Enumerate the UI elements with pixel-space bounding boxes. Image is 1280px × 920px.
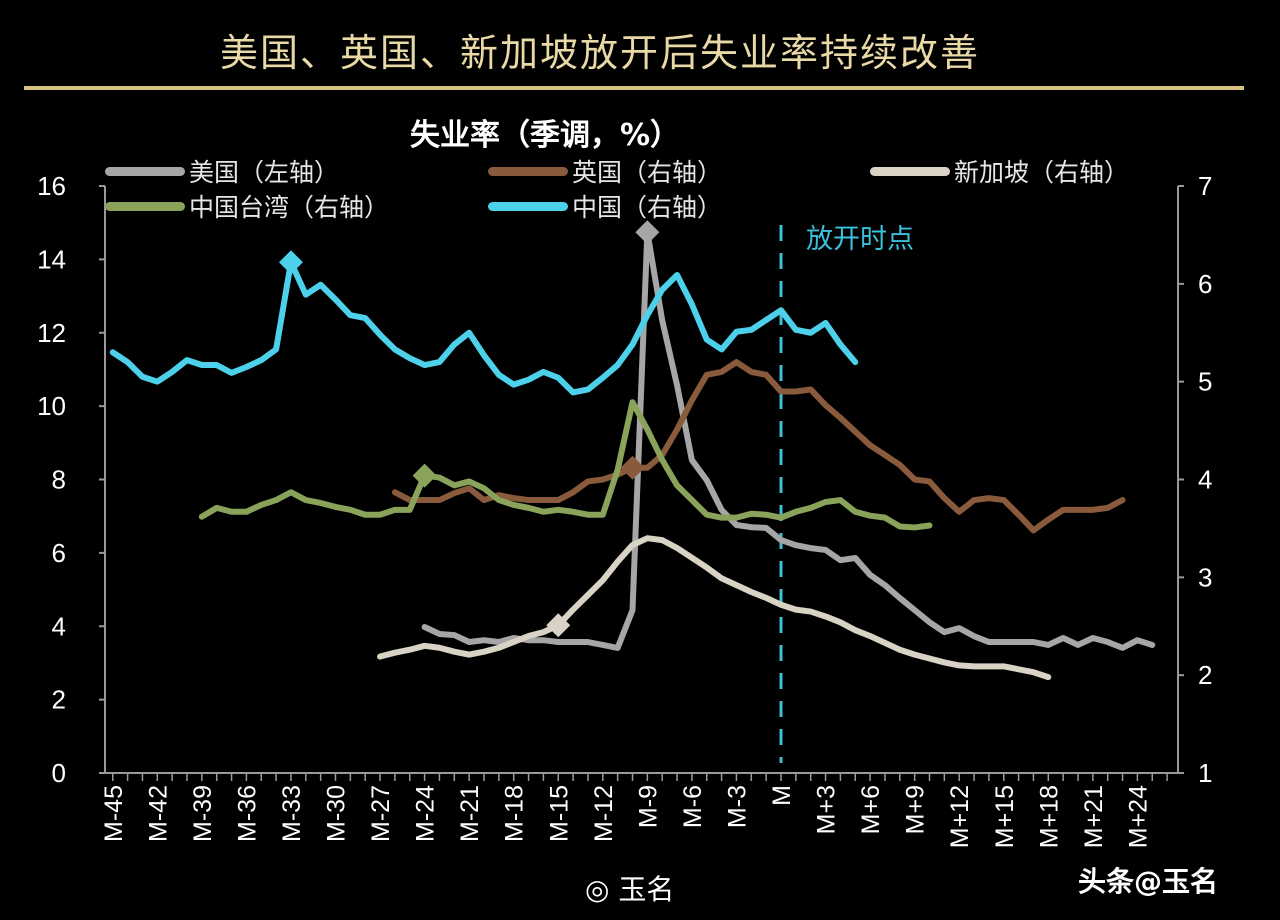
diamond-marker-china — [278, 250, 303, 275]
y-left-tick-label: 6 — [52, 538, 66, 568]
legend-swatch — [870, 166, 950, 176]
x-tick-label: M+18 — [1035, 785, 1063, 848]
legend-swatch — [488, 166, 568, 176]
x-tick-label: M+9 — [902, 785, 930, 834]
x-tick-label: M-27 — [367, 785, 395, 842]
legend-item-china: 中国（右轴） — [488, 188, 722, 224]
series-line-uk — [391, 359, 1126, 534]
y-right-tick-label: 2 — [1198, 660, 1212, 690]
series-line-us — [421, 229, 1156, 651]
legend-item-taiwan: 中国台湾（右轴） — [105, 188, 389, 224]
series-line-taiwan — [198, 399, 933, 531]
series-line-china — [109, 259, 859, 396]
x-tick-label: M+15 — [991, 785, 1019, 848]
y-right-tick-label: 6 — [1198, 269, 1212, 299]
x-tick-label: M-36 — [233, 785, 261, 842]
legend-label: 英国（右轴） — [572, 158, 723, 187]
y-left-tick-label: 10 — [37, 391, 66, 421]
y-left-tick-label: 0 — [52, 758, 66, 788]
y-right-tick-label: 3 — [1198, 562, 1212, 592]
y-left-tick-label: 12 — [37, 318, 66, 348]
x-tick-label: M-24 — [412, 785, 440, 842]
x-tick-label: M-12 — [590, 785, 618, 842]
legend-item-us: 美国（左轴） — [105, 153, 339, 189]
x-tick-label: M-6 — [679, 785, 707, 828]
legend-label: 新加坡（右轴） — [954, 158, 1130, 187]
toutiao-watermark: 头条@玉名 — [1078, 865, 1219, 898]
diamond-marker-uk — [620, 455, 645, 480]
legend-item-singapore: 新加坡（右轴） — [870, 153, 1129, 189]
diamond-marker-taiwan — [412, 463, 437, 488]
weibo-watermark-text: 玉名 — [618, 873, 675, 906]
y-right-tick-label: 1 — [1198, 758, 1212, 788]
y-left-tick-label: 4 — [52, 611, 66, 641]
x-tick-label: M+21 — [1080, 785, 1108, 848]
x-tick-label: M-18 — [501, 785, 529, 842]
legend-swatch — [105, 166, 185, 176]
x-tick-label: M-15 — [545, 785, 573, 842]
legend-label: 美国（左轴） — [189, 158, 340, 187]
reopening-label: 放开时点 — [806, 224, 914, 255]
y-left-tick-label: 8 — [52, 465, 66, 495]
x-tick-label: M-45 — [100, 785, 128, 842]
x-tick-label: M-39 — [189, 785, 217, 842]
x-tick-label: M — [768, 785, 796, 806]
y-left-tick-label: 14 — [37, 244, 66, 274]
x-tick-label: M-9 — [634, 785, 662, 828]
x-tick-label: M+6 — [857, 785, 885, 834]
x-tick-label: M-33 — [278, 785, 306, 842]
weibo-watermark: ◎ 玉名 — [585, 868, 674, 908]
legend-item-uk: 英国（右轴） — [488, 153, 722, 189]
diamond-marker-us — [635, 220, 660, 245]
y-right-tick-label: 5 — [1198, 367, 1212, 397]
x-tick-label: M+24 — [1124, 785, 1152, 848]
chart-title: 失业率（季调，%） — [410, 118, 681, 153]
x-tick-label: M-3 — [723, 785, 751, 828]
page-title: 美国、英国、新加坡放开后失业率持续改善 — [220, 31, 981, 75]
x-tick-label: M+12 — [946, 785, 974, 848]
title-divider — [24, 86, 1244, 90]
weibo-icon: ◎ — [585, 873, 610, 906]
x-tick-label: M-42 — [144, 785, 172, 842]
series-line-singapore — [377, 535, 1052, 681]
y-right-tick-label: 4 — [1198, 465, 1212, 495]
legend-label: 中国（右轴） — [572, 193, 723, 222]
y-right-tick-label: 7 — [1198, 171, 1212, 201]
x-tick-label: M+3 — [813, 785, 841, 834]
y-left-tick-label: 2 — [52, 685, 66, 715]
legend-swatch — [488, 201, 568, 211]
y-left-tick-label: 16 — [37, 171, 66, 201]
legend-label: 中国台湾（右轴） — [189, 193, 390, 222]
diamond-marker-singapore — [546, 613, 571, 638]
legend-swatch — [105, 201, 185, 211]
x-tick-label: M-21 — [456, 785, 484, 842]
x-tick-label: M-30 — [323, 785, 351, 842]
